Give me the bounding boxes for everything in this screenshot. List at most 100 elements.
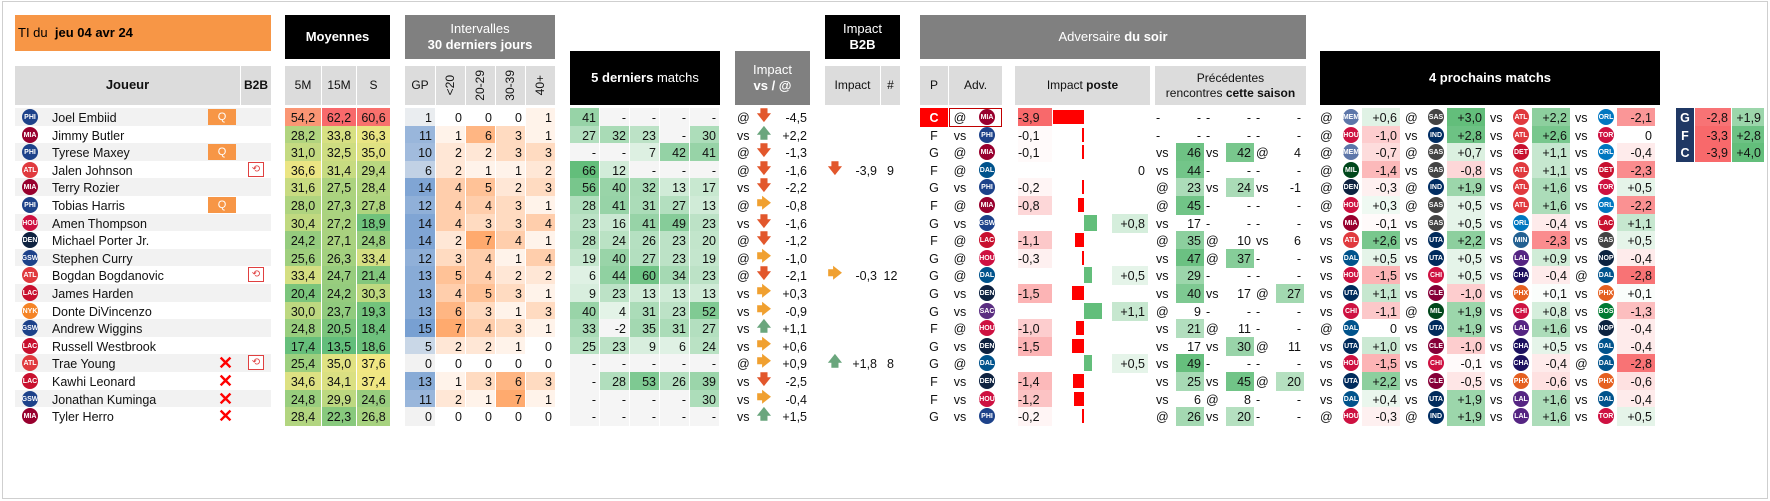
table-row[interactable] xyxy=(15,196,271,214)
table-row[interactable] xyxy=(15,214,271,232)
next-impact-value: +0,8 xyxy=(1532,302,1570,321)
table-row[interactable] xyxy=(15,407,271,425)
table-row[interactable] xyxy=(15,266,271,284)
player-name[interactable]: Stephen Curry xyxy=(52,251,133,266)
table-row[interactable] xyxy=(15,354,271,372)
table-row[interactable] xyxy=(15,284,271,302)
avg-m15: 33,8 xyxy=(322,126,356,145)
impact-vs-value: -4,5 xyxy=(785,110,807,125)
next-opponent-logo-icon: DAL xyxy=(1343,391,1359,407)
col-r3: 30-39 xyxy=(496,66,525,105)
player-name[interactable]: Kawhi Leonard xyxy=(52,374,136,389)
player-name[interactable]: Andrew Wiggins xyxy=(52,321,143,336)
impact-vs-value: -0,4 xyxy=(785,392,807,407)
avg-m15: 13,5 xyxy=(322,337,356,356)
avg-m15: 22,3 xyxy=(322,407,356,426)
avg-m15: 35,0 xyxy=(322,354,356,373)
table-row[interactable] xyxy=(15,231,271,249)
range-value: 3 xyxy=(496,319,525,338)
table-row[interactable] xyxy=(15,390,271,408)
next-venue: vs xyxy=(1490,128,1503,143)
player-name[interactable]: Michael Porter Jr. xyxy=(52,233,150,248)
next-impact-value: +2,2 xyxy=(1532,108,1570,127)
back-to-back-icon: ⟲ xyxy=(248,267,264,282)
next-impact-value: -0,4 xyxy=(1532,266,1570,285)
impact-poste-value: 0 xyxy=(1138,163,1145,178)
player-name[interactable]: James Harden xyxy=(52,286,134,301)
table-row[interactable] xyxy=(15,161,271,179)
next-opponent-logo-icon: SAS xyxy=(1598,232,1614,248)
venue-label: @ xyxy=(737,145,750,160)
table-row[interactable] xyxy=(15,302,271,320)
prev-score: 10 xyxy=(1237,233,1251,248)
next-venue: @ xyxy=(1405,180,1418,195)
prev-score: - xyxy=(1246,110,1251,125)
trend-right-icon: 🡆 xyxy=(756,336,772,352)
table-row[interactable] xyxy=(15,108,271,126)
player-name[interactable]: Tobias Harris xyxy=(52,198,125,213)
player-name[interactable]: Tyrese Maxey xyxy=(52,145,130,160)
player-name[interactable]: Jalen Johnson xyxy=(52,163,133,178)
position-value: G xyxy=(929,145,939,160)
trend-up-icon: 🡅 xyxy=(756,406,772,422)
table-row[interactable] xyxy=(15,143,271,161)
prev-score: - xyxy=(1246,216,1251,231)
avg-m15: 24,7 xyxy=(322,266,356,285)
avg-s: 36,3 xyxy=(357,126,390,145)
last-match-value: - xyxy=(660,161,689,180)
last-match-value: - xyxy=(570,354,599,373)
next-venue: @ xyxy=(1405,110,1418,125)
prev-venue: @ xyxy=(1256,286,1269,301)
player-name[interactable]: Bogdan Bogdanovic xyxy=(52,268,164,283)
impact-poste-value: -1,1 xyxy=(1018,231,1052,250)
last-match-value: 41 xyxy=(690,143,719,162)
last-match-value: 23 xyxy=(690,266,719,285)
avg-s: 24,8 xyxy=(357,231,390,250)
gp-value: 6 xyxy=(405,161,435,180)
table-row[interactable] xyxy=(15,126,271,144)
avg-s: 18,9 xyxy=(357,214,390,233)
avg-m5: 28,2 xyxy=(285,126,321,145)
player-name[interactable]: Terry Rozier xyxy=(52,180,120,195)
next-impact-value: -1,0 xyxy=(1447,337,1485,356)
trend-up-icon: 🡅 xyxy=(756,125,772,141)
team-logo-icon: NYK xyxy=(22,303,38,319)
b2b-trend-up-icon: 🡅 xyxy=(827,353,843,369)
next-opponent-logo-icon: DAL xyxy=(1343,320,1359,336)
prev-venue: - xyxy=(1256,163,1261,178)
table-row[interactable] xyxy=(15,249,271,267)
player-name[interactable]: Jonathan Kuminga xyxy=(52,392,157,407)
next-venue: vs xyxy=(1320,251,1333,266)
status-tag: Q xyxy=(208,144,236,160)
player-name[interactable]: Jimmy Butler xyxy=(52,128,125,143)
next-impact-value: +0,4 xyxy=(1362,390,1400,409)
player-name[interactable]: Amen Thompson xyxy=(52,216,147,231)
prev-score: -1 xyxy=(1289,180,1301,195)
table-row[interactable] xyxy=(15,337,271,355)
table-row[interactable] xyxy=(15,372,271,390)
player-name[interactable]: Joel Embiid xyxy=(52,110,117,125)
opponent-logo-icon: DAL xyxy=(979,267,995,283)
table-row[interactable] xyxy=(15,178,271,196)
player-name[interactable]: Donte DiVincenzo xyxy=(52,304,152,319)
player-name[interactable]: Russell Westbrook xyxy=(52,339,156,354)
summary-min: -3,3 xyxy=(1695,126,1731,145)
prev-score: 24 xyxy=(1226,178,1254,197)
opponent-venue: vs xyxy=(953,128,967,143)
team-logo-icon: DEN xyxy=(22,232,38,248)
prev-venue: vs xyxy=(1156,339,1169,354)
next-impact-value: -1,0 xyxy=(1362,126,1400,145)
next-venue: vs xyxy=(1490,374,1503,389)
player-name[interactable]: Trae Young xyxy=(52,356,116,371)
range-value: 2 xyxy=(526,266,555,285)
range-value: 2 xyxy=(436,143,465,162)
player-name[interactable]: Tyler Herro xyxy=(52,409,114,424)
venue-label: vs xyxy=(737,216,750,231)
next-venue: vs xyxy=(1490,339,1503,354)
next-venue: vs xyxy=(1575,198,1588,213)
prev-venue: @ xyxy=(1256,339,1269,354)
avg-s: 60,6 xyxy=(357,108,390,127)
prev-score: - xyxy=(1296,110,1301,125)
next-impact-value: +0,5 xyxy=(1617,407,1655,426)
table-row[interactable] xyxy=(15,319,271,337)
